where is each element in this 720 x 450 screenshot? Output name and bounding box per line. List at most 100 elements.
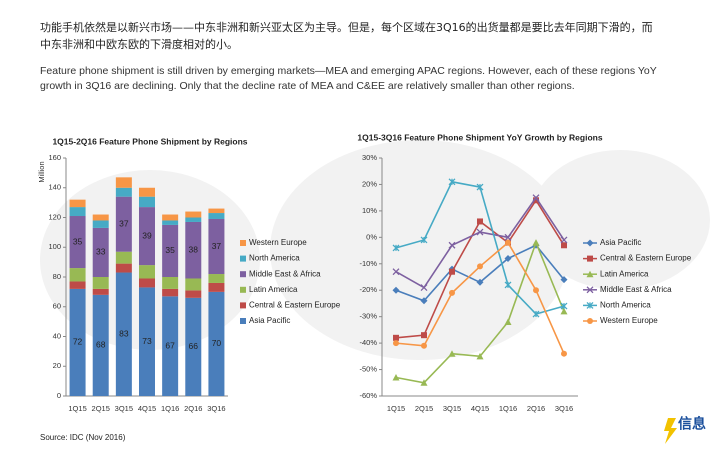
marker xyxy=(393,340,399,347)
legend-marker xyxy=(586,239,594,247)
bar-segment xyxy=(185,297,202,396)
y-tick-label: 120 xyxy=(48,212,61,221)
bar-segment xyxy=(92,220,109,228)
legend-swatch xyxy=(240,271,246,278)
marker xyxy=(532,310,540,318)
marker xyxy=(504,254,512,262)
marker xyxy=(561,350,567,357)
marker xyxy=(476,352,484,360)
marker xyxy=(448,241,456,249)
bar-segment xyxy=(185,211,202,218)
data-label: 37 xyxy=(212,241,222,251)
x-tick-label: 2Q15 xyxy=(415,404,433,413)
bar-segment xyxy=(162,224,179,277)
data-label: 83 xyxy=(119,329,129,339)
bar-segment xyxy=(162,277,179,289)
bar-segment xyxy=(115,177,132,188)
y-axis-label: Million xyxy=(37,161,46,182)
marker xyxy=(420,236,428,244)
bar-segment xyxy=(115,196,132,252)
bar-segment xyxy=(162,220,179,225)
marker xyxy=(421,342,427,349)
data-label: 38 xyxy=(189,244,199,254)
legend-swatch xyxy=(240,318,246,324)
bar-segment xyxy=(185,278,202,291)
source: Source: IDC (Nov 2016) xyxy=(40,433,126,442)
marker xyxy=(560,276,568,284)
legend-marker xyxy=(586,301,594,309)
y-tick-label: 30% xyxy=(362,153,377,162)
bar-segment xyxy=(139,196,155,208)
x-tick-label: 4Q15 xyxy=(138,404,156,413)
marker xyxy=(420,379,428,386)
bar-segment xyxy=(139,207,155,266)
y-tick-label: 20 xyxy=(53,361,61,370)
legend-label: Central & Eastern Europe xyxy=(249,301,341,310)
y-tick-label: 160 xyxy=(48,153,61,162)
bar-segment xyxy=(162,296,179,396)
marker xyxy=(392,268,400,276)
y-tick-label: -30% xyxy=(359,312,377,321)
y-tick-label: -40% xyxy=(359,338,377,347)
legend-marker xyxy=(586,286,594,294)
bar-segment xyxy=(115,263,132,273)
bar-segment xyxy=(69,207,86,217)
marker xyxy=(449,289,455,296)
bar-segment xyxy=(69,268,86,282)
data-label: 67 xyxy=(165,340,175,350)
marker xyxy=(421,332,427,339)
zh-text: 中东非洲和中欧东欧的下滑度相对的小。 xyxy=(40,37,238,51)
legend-swatch xyxy=(240,240,246,246)
bar-segment xyxy=(208,274,225,283)
marker xyxy=(476,228,484,236)
legend-marker xyxy=(586,270,594,278)
logo: 信息 xyxy=(678,416,706,432)
legend-label: Latin America xyxy=(600,269,649,278)
marker xyxy=(392,373,400,381)
legend-label: Latin America xyxy=(249,285,298,294)
bar-segment xyxy=(185,217,202,222)
logo-icon xyxy=(664,418,677,444)
bar-segment xyxy=(69,199,86,208)
bar-segment xyxy=(69,281,86,289)
x-tick-label: 2Q16 xyxy=(184,404,202,413)
y-tick-label: 80 xyxy=(53,272,61,281)
y-tick-label: 140 xyxy=(48,183,61,192)
data-label: 70 xyxy=(212,338,222,348)
bar-segment xyxy=(92,277,109,289)
marker xyxy=(448,178,456,186)
x-tick-label: 3Q15 xyxy=(115,404,133,413)
bar-segment xyxy=(139,278,155,288)
marker xyxy=(477,218,483,225)
bar-segment xyxy=(208,291,225,396)
bar-segment xyxy=(208,213,225,219)
marker xyxy=(560,302,568,310)
y-tick-label: -20% xyxy=(359,285,377,294)
marker xyxy=(393,334,399,341)
marker xyxy=(561,242,567,249)
marker xyxy=(532,194,540,202)
x-tick-label: 4Q15 xyxy=(471,404,489,413)
marker xyxy=(504,281,512,289)
x-tick-label: 1Q15 xyxy=(68,404,86,413)
en-text: growth in 3Q16 are declining. Only that … xyxy=(40,80,575,92)
x-tick-label: 3Q15 xyxy=(443,404,461,413)
bar-segment xyxy=(139,287,155,396)
y-tick-label: 0 xyxy=(57,391,61,400)
y-tick-label: 20% xyxy=(362,179,377,188)
x-tick-label: 1Q16 xyxy=(499,404,517,413)
chart-title: 1Q15-3Q16 Feature Phone Shipment YoY Gro… xyxy=(357,132,602,142)
legend-label: Asia Pacific xyxy=(600,238,641,247)
marker xyxy=(533,197,539,204)
data-label: 66 xyxy=(189,341,199,351)
y-tick-label: -60% xyxy=(359,391,377,400)
y-tick-label: 0% xyxy=(366,232,377,241)
marker xyxy=(448,350,456,357)
legend-label: Asia Pacific xyxy=(249,316,290,325)
bar-segment xyxy=(208,282,225,292)
legend-label: Central & Eastern Europe xyxy=(600,254,692,263)
bar-segment xyxy=(208,208,225,214)
data-label: 35 xyxy=(73,236,83,246)
marker xyxy=(449,268,455,275)
